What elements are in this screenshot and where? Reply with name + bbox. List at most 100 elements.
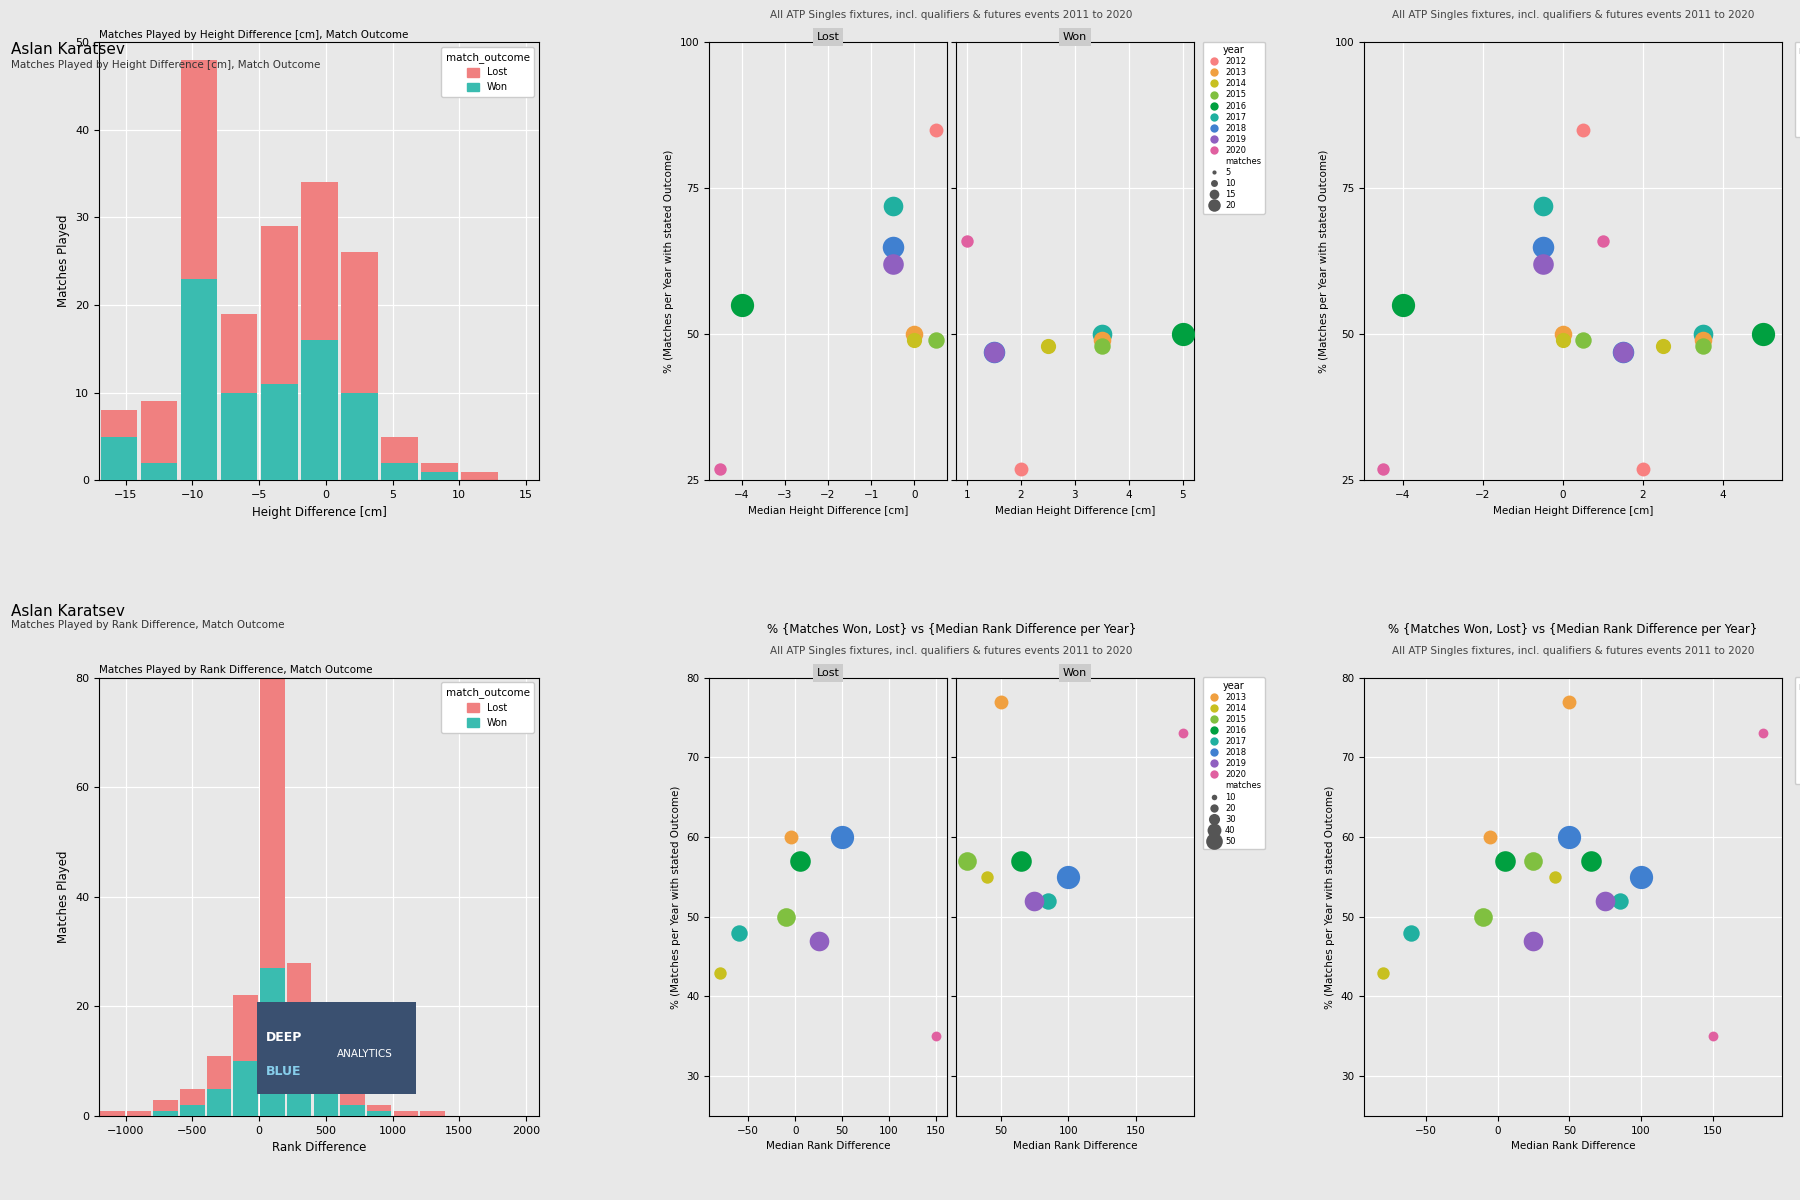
Legend: Lost, Won: Lost, Won [441, 683, 535, 733]
Bar [286, 962, 311, 1116]
Legend: Lost, Won, matches, 10, 20, 30, 40, 50: Lost, Won, matches, 10, 20, 30, 40, 50 [1795, 678, 1800, 784]
Point [1368, 962, 1397, 982]
Bar [153, 1099, 178, 1116]
Text: Matches Played by Height Difference [cm], Match Outcome: Matches Played by Height Difference [cm]… [11, 60, 320, 70]
Bar [101, 437, 137, 480]
Point [1577, 851, 1606, 870]
Legend: 2012, 2013, 2014, 2015, 2016, 2017, 2018, 2019, 2020, matches, 5, 10, 15, 20: 2012, 2013, 2014, 2015, 2016, 2017, 2018… [1202, 42, 1265, 214]
Point [878, 254, 907, 274]
Point [1528, 236, 1557, 256]
Bar [207, 1088, 232, 1116]
Point [972, 868, 1001, 887]
Bar [153, 1110, 178, 1116]
Point [1688, 336, 1717, 355]
Bar [340, 252, 378, 480]
Point [952, 851, 981, 870]
Point [1033, 892, 1062, 911]
Point [805, 931, 833, 950]
Bar [367, 1105, 391, 1116]
Point [900, 330, 929, 349]
Point [1748, 724, 1777, 743]
Text: Matches Played by Rank Difference, Match Outcome: Matches Played by Rank Difference, Match… [99, 666, 373, 676]
Bar [261, 968, 284, 1116]
Legend: Lost, Won, matches, 5, 10, 15, 20: Lost, Won, matches, 5, 10, 15, 20 [1795, 42, 1800, 137]
Bar [261, 678, 284, 1116]
Bar [234, 1061, 257, 1116]
Point [1688, 330, 1717, 349]
Bar [421, 472, 457, 480]
Point [1087, 325, 1116, 344]
Point [1568, 330, 1597, 349]
Bar [419, 1110, 445, 1116]
Text: All ATP Singles fixtures, incl. qualifiers & futures events 2011 to 2020: All ATP Singles fixtures, incl. qualifie… [1391, 11, 1753, 20]
X-axis label: Median Rank Difference: Median Rank Difference [1013, 1141, 1138, 1151]
Point [727, 295, 756, 314]
Y-axis label: Matches Played: Matches Played [56, 851, 70, 943]
Y-axis label: % (Matches per Year with stated Outcome): % (Matches per Year with stated Outcome) [664, 150, 675, 373]
Title: Lost: Lost [817, 32, 839, 42]
Bar [340, 1105, 365, 1116]
Bar [313, 1088, 338, 1116]
Point [1033, 336, 1062, 355]
Bar [340, 1094, 365, 1116]
Point [1555, 828, 1584, 847]
Title: Lost: Lost [817, 667, 839, 678]
Title: Won: Won [1062, 32, 1087, 42]
Point [776, 828, 805, 847]
Point [725, 923, 754, 942]
Point [1006, 851, 1035, 870]
Point [1541, 868, 1570, 887]
Point [1699, 1027, 1728, 1046]
Bar [180, 60, 218, 480]
Point [1528, 196, 1557, 215]
Text: All ATP Singles fixtures, incl. qualifiers & futures events 2011 to 2020: All ATP Singles fixtures, incl. qualifie… [770, 11, 1132, 20]
Point [1168, 724, 1197, 743]
Point [900, 325, 929, 344]
Y-axis label: % (Matches per Year with stated Outcome): % (Matches per Year with stated Outcome) [671, 785, 680, 1008]
Point [1555, 692, 1584, 712]
Bar [382, 437, 418, 480]
Point [922, 330, 950, 349]
Point [1490, 851, 1519, 870]
X-axis label: Median Height Difference [cm]: Median Height Difference [cm] [1492, 505, 1652, 516]
Y-axis label: % (Matches per Year with stated Outcome): % (Matches per Year with stated Outcome) [1319, 150, 1328, 373]
Bar [101, 1110, 124, 1116]
Point [1649, 336, 1678, 355]
Bar [180, 1105, 205, 1116]
Point [986, 692, 1015, 712]
Point [1588, 232, 1616, 251]
Point [979, 342, 1008, 361]
Text: Aslan Karatsev: Aslan Karatsev [11, 42, 124, 56]
Bar [261, 226, 297, 480]
Point [1548, 330, 1577, 349]
Point [1609, 342, 1638, 361]
X-axis label: Rank Difference: Rank Difference [272, 1141, 367, 1154]
Text: Matches Played by Rank Difference, Match Outcome: Matches Played by Rank Difference, Match… [11, 620, 284, 630]
X-axis label: Median Height Difference [cm]: Median Height Difference [cm] [995, 505, 1156, 516]
Point [1053, 868, 1082, 887]
Point [1476, 828, 1505, 847]
Bar [207, 1056, 232, 1116]
Bar [61, 454, 97, 480]
Text: All ATP Singles fixtures, incl. qualifiers & futures events 2011 to 2020: All ATP Singles fixtures, incl. qualifie… [1391, 646, 1753, 656]
X-axis label: Height Difference [cm]: Height Difference [cm] [252, 505, 387, 518]
Legend: Lost, Won: Lost, Won [441, 47, 535, 97]
Legend: 2013, 2014, 2015, 2016, 2017, 2018, 2019, 2020, matches, 10, 20, 30, 40, 50: 2013, 2014, 2015, 2016, 2017, 2018, 2019… [1202, 678, 1265, 850]
Point [1368, 460, 1397, 479]
Point [1568, 120, 1597, 139]
Point [1006, 460, 1035, 479]
Bar [301, 340, 338, 480]
Point [1519, 931, 1548, 950]
Y-axis label: Matches Played: Matches Played [56, 215, 70, 307]
Point [706, 460, 734, 479]
Point [1591, 892, 1620, 911]
Bar [221, 313, 257, 480]
Bar [367, 1110, 391, 1116]
X-axis label: Median Rank Difference: Median Rank Difference [1510, 1141, 1634, 1151]
Point [1087, 336, 1116, 355]
Bar [234, 996, 257, 1116]
Text: Aslan Karatsev: Aslan Karatsev [11, 604, 124, 619]
Point [979, 342, 1008, 361]
Point [1748, 325, 1777, 344]
Bar [286, 1050, 311, 1116]
